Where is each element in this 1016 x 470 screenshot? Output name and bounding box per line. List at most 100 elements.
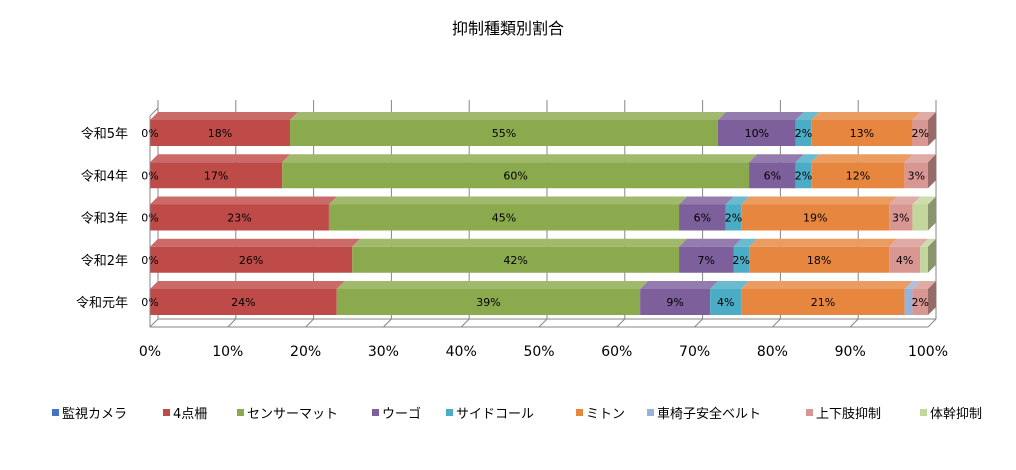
x-tick-label: 60%: [601, 344, 632, 360]
bar-top: [328, 196, 688, 205]
bar-top: [912, 112, 936, 120]
bar-segment: [150, 204, 329, 231]
bar-top: [679, 196, 734, 205]
category-label: 令和元年: [76, 296, 128, 311]
bar-top: [150, 238, 361, 247]
data-label: 17%: [204, 169, 228, 182]
bar-segment: [889, 246, 921, 273]
bar-segment: [920, 246, 928, 273]
bar-top: [749, 238, 898, 247]
bar-top: [795, 154, 820, 163]
bar-side: [928, 281, 936, 315]
legend-label: サイドコール: [456, 407, 534, 422]
data-label: 24%: [231, 296, 255, 309]
data-label: 55%: [492, 127, 516, 140]
floor-gridline: [460, 318, 470, 328]
category-label: 令和5年: [81, 127, 128, 142]
legend-label: 4点柵: [173, 407, 207, 422]
bar-top: [150, 196, 337, 205]
bar-segment: [811, 162, 905, 189]
bar-top: [741, 281, 913, 289]
data-label: 23%: [227, 212, 251, 225]
bar-top: [282, 154, 758, 163]
bar-top: [741, 196, 898, 205]
bar-top: [889, 196, 921, 205]
wall-edge: [149, 107, 159, 117]
x-tick-label: 10%: [212, 344, 243, 360]
bar-side: [928, 196, 936, 231]
bar-segment: [150, 162, 283, 189]
data-label: 9%: [666, 296, 683, 309]
data-label: 18%: [807, 254, 831, 267]
bar-side: [928, 154, 936, 189]
data-label: 12%: [846, 169, 870, 182]
x-tick-label: 20%: [290, 344, 321, 360]
bar-segment: [336, 289, 641, 315]
data-label: 26%: [239, 254, 263, 267]
bar-segment: [725, 204, 742, 231]
bar-top: [912, 281, 936, 289]
data-label: 45%: [492, 212, 516, 225]
floor-gridline: [849, 318, 859, 328]
legend-label: ミトン: [586, 407, 625, 422]
bar-side: [928, 238, 936, 273]
bar-segment: [889, 204, 913, 231]
floor-gridline: [383, 318, 392, 328]
category-label: 令和4年: [81, 169, 128, 184]
data-label: 3%: [908, 169, 925, 182]
data-label: 2%: [733, 254, 750, 267]
legend-label: センサーマット: [247, 407, 338, 422]
data-label: 4%: [896, 254, 913, 267]
chart-title: 抑制種類別割合: [452, 19, 564, 38]
data-label: 3%: [892, 212, 909, 225]
category-label: 令和2年: [81, 254, 128, 269]
x-tick-label: 0%: [139, 344, 161, 360]
bar-segment: [679, 246, 734, 273]
bar-side: [928, 112, 936, 146]
data-label: 2%: [725, 212, 742, 225]
bar-segment: [912, 120, 928, 146]
bar-top: [290, 112, 726, 120]
bar-segment: [717, 120, 796, 146]
category-label: 令和3年: [81, 212, 128, 227]
floor-gridline: [149, 318, 159, 328]
data-label: 60%: [503, 169, 527, 182]
bar-top: [889, 238, 929, 247]
bar-top: [920, 238, 936, 247]
bar-top: [904, 154, 936, 163]
bar-top: [912, 196, 936, 205]
x-tick-label: 30%: [368, 344, 399, 360]
legend-swatch: [446, 409, 453, 416]
data-label: 7%: [698, 254, 715, 267]
bar-segment: [150, 289, 337, 315]
bar-segment: [679, 204, 726, 231]
legend-label: 監視カメラ: [62, 406, 127, 422]
data-label: 4%: [717, 296, 734, 309]
legend-label: ウーゴ: [382, 406, 421, 422]
legend-swatch: [372, 409, 379, 416]
x-tick-label: 70%: [679, 344, 710, 360]
data-label: 6%: [694, 212, 711, 225]
data-label: 19%: [803, 212, 827, 225]
axes: 0% 10% 20% 30% 40% 50% 60% 70% 80% 90% 100% 令和5年令和4…: [76, 107, 948, 360]
x-tick-label: 80%: [757, 344, 788, 360]
legend-swatch: [647, 409, 654, 416]
data-label: 6%: [764, 169, 781, 182]
legend-label: 体幹抑制: [930, 406, 982, 422]
bar-top: [150, 112, 299, 120]
data-labels: 0% 18% 55% 10% 2% 13% 2%0% 17% 60% 6% 2% 12% 3%0% 23%…: [141, 127, 929, 309]
bar-segment: [290, 120, 718, 146]
data-label: 2%: [795, 169, 812, 182]
bar-segment: [328, 204, 680, 231]
bar-segment: [150, 246, 353, 273]
legend-swatch: [576, 409, 583, 416]
bar-top: [811, 154, 913, 163]
data-label: 2%: [911, 127, 928, 140]
floor-gridline: [927, 318, 937, 328]
data-label: 21%: [811, 296, 835, 309]
bar-segment: [912, 204, 928, 231]
bar-segment: [749, 246, 890, 273]
legend-swatch: [806, 409, 813, 416]
